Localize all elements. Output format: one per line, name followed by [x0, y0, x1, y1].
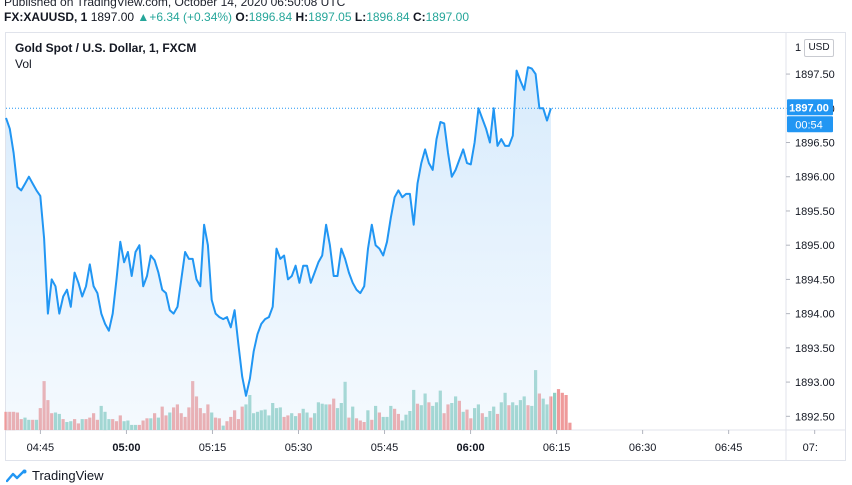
- y-tick-label: 1893.00: [795, 377, 835, 389]
- y-tick-label: 1892.50: [795, 411, 835, 423]
- chart-frame: [5, 32, 846, 461]
- chart-legend-title: Gold Spot / U.S. Dollar, 1, FXCM: [15, 41, 197, 55]
- x-tick-label: 04:45: [27, 442, 55, 454]
- y-tick-label: 1895.50: [795, 206, 835, 218]
- symbol-label: FX:XAUUSD, 1: [4, 10, 88, 24]
- brand-name: TradingView: [32, 468, 104, 483]
- open-label: O:: [235, 10, 249, 24]
- currency-selector[interactable]: USD: [804, 39, 834, 57]
- y-tick-label: 1894.50: [795, 274, 835, 286]
- bar-countdown-text: 00:54: [795, 119, 823, 131]
- y-tick-label-top: 1: [795, 42, 801, 54]
- price-line[interactable]: [5, 66, 552, 397]
- last-price-tag-text: 1897.00: [789, 102, 829, 114]
- high-value: 1897.05: [308, 10, 352, 24]
- tradingview-logo-icon: [6, 469, 27, 482]
- volume-bar: [560, 392, 564, 430]
- last-price-tag: [787, 99, 833, 116]
- y-tick-label: 1895.00: [795, 240, 835, 252]
- x-tick-label: 07:: [803, 442, 818, 454]
- volume-bar: [568, 422, 572, 430]
- x-tick-label: 05:30: [285, 442, 313, 454]
- ticker-bar: FX:XAUUSD, 1 1897.00 ▲+6.34 (+0.34%) O:1…: [4, 10, 469, 24]
- x-tick-label: 05:00: [112, 442, 140, 454]
- brand-footer: TradingView: [6, 468, 104, 483]
- y-tick-label: 1896.00: [795, 172, 835, 184]
- bar-countdown-tag: [787, 116, 833, 133]
- low-value: 1896.84: [366, 10, 410, 24]
- up-triangle-icon: ▲: [137, 10, 150, 24]
- x-tick-label: 05:45: [371, 442, 399, 454]
- price-area-fill: [6, 67, 551, 430]
- y-tick-label: 1897.50: [795, 69, 835, 81]
- volume-bar: [564, 395, 568, 430]
- x-tick-label: 06:00: [456, 442, 484, 454]
- x-tick-label: 06:45: [715, 442, 743, 454]
- volume-bar: [553, 392, 557, 430]
- x-tick-label: 06:15: [543, 442, 571, 454]
- published-caption: Published on TradingView.com, October 14…: [4, 0, 346, 9]
- high-label: H:: [295, 10, 309, 24]
- y-tick-label: 1893.50: [795, 343, 835, 355]
- x-tick-label: 06:30: [629, 442, 657, 454]
- last-price: 1897.00: [90, 10, 135, 24]
- x-tick-label: 05:15: [199, 442, 227, 454]
- volume-legend-label: Vol: [15, 57, 32, 71]
- change-value: +6.34 (+0.34%): [149, 10, 233, 24]
- close-label: C:: [412, 10, 426, 24]
- y-tick-label: 1894.00: [795, 309, 835, 321]
- y-tick-label: 1896.50: [795, 138, 835, 150]
- open-value: 1896.84: [248, 10, 293, 24]
- close-value: 1897.00: [425, 10, 469, 24]
- volume-bar: [556, 389, 561, 430]
- low-label: L:: [354, 10, 367, 24]
